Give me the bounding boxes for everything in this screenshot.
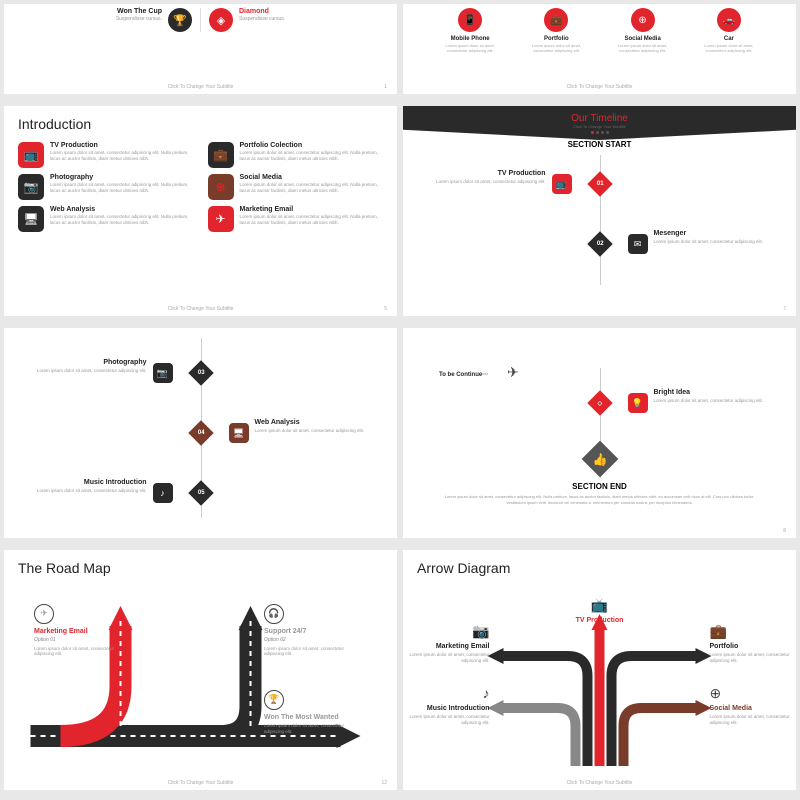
trophy-icon: 🏆 bbox=[264, 690, 284, 710]
slide-timeline-1: Our Timeline Click To Change Your Subtit… bbox=[403, 106, 796, 316]
section-start-label: SECTION START bbox=[403, 140, 796, 149]
arrow-item: 📷Marketing EmailLorem ipsum dolor sit am… bbox=[403, 622, 490, 664]
intro-item: ✈Marketing EmailLorem ipsum dolor sit am… bbox=[208, 206, 384, 232]
timeline-node-03: 03 bbox=[188, 360, 213, 385]
slide-introduction: Introduction 📺TV ProductionLorem ipsum d… bbox=[4, 106, 397, 316]
timeline-text: Bright IdeaLorem ipsum dolor sit amet, c… bbox=[654, 388, 764, 404]
intro-item: 📷PhotographyLorem ipsum dolor sit amet, … bbox=[18, 174, 194, 200]
support-icon: 🎧 bbox=[264, 604, 284, 624]
icon-item: 📱Mobile PhoneLorem ipsum dolor sit amet,… bbox=[435, 8, 505, 53]
page-number: 8 bbox=[783, 528, 786, 534]
timeline-text: Music IntroductionLorem ipsum dolor sit … bbox=[37, 478, 147, 494]
plane-icon: ✈ bbox=[507, 364, 519, 381]
page-number: 7 bbox=[783, 306, 786, 312]
slide-icons-row: 📱Mobile PhoneLorem ipsum dolor sit amet,… bbox=[403, 4, 796, 94]
feat-desc: Suspendisse cursus. bbox=[239, 16, 285, 22]
intro-icon: ✈ bbox=[208, 206, 234, 232]
portfolio-icon: 💼 bbox=[710, 622, 797, 640]
page-number: 12 bbox=[381, 780, 387, 786]
roadmap-item-1: ✈ Marketing Email Option 01 Lorem ipsum … bbox=[34, 604, 134, 657]
end-diamond-icon: 👍 bbox=[581, 441, 618, 478]
portfolio-icon: 💼 bbox=[544, 8, 568, 32]
intro-item: 🖥Web AnalysisLorem ipsum dolor sit amet,… bbox=[18, 206, 194, 232]
slide-timeline-2: 03 📷 PhotographyLorem ipsum dolor sit am… bbox=[4, 328, 397, 538]
timeline-text: PhotographyLorem ipsum dolor sit amet, c… bbox=[37, 358, 147, 374]
music-icon: ♪ bbox=[153, 483, 173, 503]
camera-icon: 📷 bbox=[403, 622, 490, 640]
roadmap-item-3: 🏆 Won The Most Wanted Lorem ipsum dolor … bbox=[264, 690, 364, 735]
slide-footer: Click To Change Your Subtitle bbox=[403, 780, 796, 786]
timeline-node-01: 01 bbox=[587, 171, 612, 196]
intro-icon: 💼 bbox=[208, 142, 234, 168]
slide-footer: Click To Change Your Subtitle bbox=[4, 780, 397, 786]
timeline-node-04: 04 bbox=[188, 420, 213, 445]
bulb-icon: 💡 bbox=[628, 393, 648, 413]
icon-item: 💼PortfolioLorem ipsum dolor sit amet, co… bbox=[521, 8, 591, 53]
trophy-icon: 🏆 bbox=[168, 8, 192, 32]
feat-title: Won The Cup bbox=[116, 8, 162, 15]
to-be-continue: To be Continue··· bbox=[439, 372, 488, 378]
tv-icon: 📺 bbox=[550, 596, 650, 614]
roadmap-item-2: 🎧 Support 24/7 Option 02 Lorem ipsum dol… bbox=[264, 604, 364, 657]
slide-footer: Click To Change Your Subtitle bbox=[403, 84, 796, 90]
intro-item: 📺TV ProductionLorem ipsum dolor sit amet… bbox=[18, 142, 194, 168]
slide-footer: Click To Change Your Subtitle bbox=[4, 84, 397, 90]
timeline-text: Web AnalysisLorem ipsum dolor sit amet, … bbox=[255, 418, 365, 434]
mail-icon: ✈ bbox=[34, 604, 54, 624]
timeline-text: TV ProductionLorem ipsum dolor sit amet,… bbox=[436, 169, 546, 185]
timeline-node-bright: ◇ bbox=[587, 390, 612, 415]
dots-indicator bbox=[591, 131, 609, 134]
diamond-icon: ◈ bbox=[209, 8, 233, 32]
slide-arrow-diagram: Arrow Diagram 📷Marketing EmailLorem ipsu… bbox=[403, 550, 796, 790]
page-number: 1 bbox=[384, 84, 387, 90]
timeline-node-05: 05 bbox=[188, 480, 213, 505]
timeline-text: MesengerLorem ipsum dolor sit amet, cons… bbox=[654, 229, 764, 245]
timeline-node-02: 02 bbox=[587, 231, 612, 256]
slide-grid: Won The CupSuspendisse cursus. 🏆 ◈ Diamo… bbox=[0, 0, 800, 800]
intro-icon: 🖥 bbox=[18, 206, 44, 232]
section-end-text: Lorem ipsum dolor sit amet, consectetur … bbox=[417, 494, 782, 505]
slide-title: Arrow Diagram bbox=[417, 560, 782, 576]
social-icon: ⊕ bbox=[631, 8, 655, 32]
intro-icon: ⊕ bbox=[208, 174, 234, 200]
section-end-label: SECTION END bbox=[417, 482, 782, 491]
intro-icon: 📷 bbox=[18, 174, 44, 200]
tv-icon: 📺 bbox=[552, 174, 572, 194]
slide-title: Introduction bbox=[18, 116, 383, 132]
slide-timeline-3: To be Continue··· ✈ ◇ 💡 Bright IdeaLorem… bbox=[403, 328, 796, 538]
timeline-header: Our Timeline Click To Change Your Subtit… bbox=[403, 106, 796, 140]
arrow-item: 📺TV Production bbox=[550, 596, 650, 626]
arrow-item: 💼PortfolioLorem ipsum dolor sit amet, co… bbox=[710, 622, 797, 664]
arrow-item: ⊕Social MediaLorem ipsum dolor sit amet,… bbox=[710, 684, 797, 726]
music-icon: ♪ bbox=[403, 684, 490, 702]
car-icon: 🚗 bbox=[717, 8, 741, 32]
slide-footer: Click To Change Your Subtitle bbox=[4, 306, 397, 312]
social-icon: ⊕ bbox=[710, 684, 797, 702]
slide-roadmap: The Road Map ✈ Marketing Email Option 01… bbox=[4, 550, 397, 790]
intro-item: ⊕Social MediaLorem ipsum dolor sit amet,… bbox=[208, 174, 384, 200]
intro-item: 💼Portfolio ColectionLorem ipsum dolor si… bbox=[208, 142, 384, 168]
feat-title: Diamond bbox=[239, 8, 285, 15]
feat-desc: Suspendisse cursus. bbox=[116, 16, 162, 22]
divider bbox=[200, 8, 201, 32]
web-icon: 🖥 bbox=[229, 423, 249, 443]
phone-icon: 📱 bbox=[458, 8, 482, 32]
arrow-item: ♪Music IntroductionLorem ipsum dolor sit… bbox=[403, 684, 490, 726]
camera-icon: 📷 bbox=[153, 363, 173, 383]
page-number: 5 bbox=[384, 306, 387, 312]
icon-item: ⊕Social MediaLorem ipsum dolor sit amet,… bbox=[608, 8, 678, 53]
intro-icon: 📺 bbox=[18, 142, 44, 168]
slide-title: The Road Map bbox=[18, 560, 383, 576]
icon-item: 🚗CarLorem ipsum dolor sit amet, consecte… bbox=[694, 8, 764, 53]
mail-icon: ✉ bbox=[628, 234, 648, 254]
slide-features-left: Won The CupSuspendisse cursus. 🏆 ◈ Diamo… bbox=[4, 4, 397, 94]
